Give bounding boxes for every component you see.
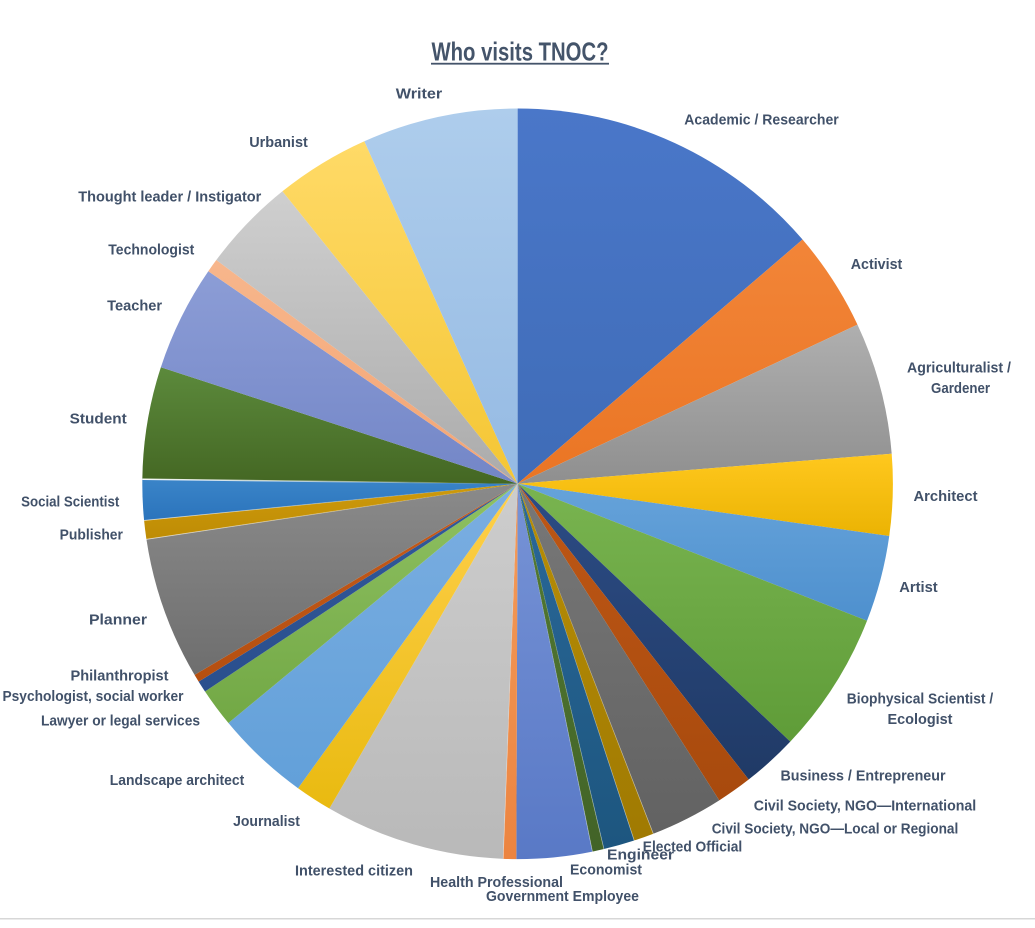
svg-text:Engineer: Engineer (607, 847, 674, 864)
svg-text:Interested citizen: Interested citizen (295, 863, 413, 880)
svg-text:Social Scientist: Social Scientist (21, 493, 119, 510)
svg-text:Urbanist: Urbanist (249, 134, 308, 151)
svg-text:Writer: Writer (396, 85, 443, 102)
svg-text:Landscape architect: Landscape architect (110, 772, 245, 789)
svg-text:Health Professional: Health Professional (430, 874, 563, 891)
svg-text:Government Employee: Government Employee (486, 888, 639, 905)
svg-text:Journalist: Journalist (233, 813, 300, 830)
svg-text:Activist: Activist (851, 256, 903, 273)
svg-text:Biophysical Scientist /: Biophysical Scientist / (847, 691, 994, 708)
svg-text:Thought leader / Instigator: Thought leader / Instigator (78, 189, 261, 206)
svg-text:Planner: Planner (89, 612, 147, 629)
svg-text:Business / Entrepreneur: Business / Entrepreneur (781, 768, 946, 785)
svg-text:Civil Society, NGO—Local or Re: Civil Society, NGO—Local or Regional (712, 821, 959, 838)
svg-text:Who visits TNOC?: Who visits TNOC? (432, 37, 609, 67)
svg-text:Economist: Economist (570, 862, 642, 879)
svg-text:Agriculturalist /: Agriculturalist / (907, 360, 1012, 377)
svg-text:Civil Society, NGO—Internation: Civil Society, NGO—International (754, 798, 977, 815)
svg-text:Lawyer or legal services: Lawyer or legal services (41, 713, 200, 730)
svg-text:Technologist: Technologist (108, 242, 194, 259)
svg-text:Philanthropist: Philanthropist (71, 668, 169, 685)
svg-text:Gardener: Gardener (931, 380, 990, 397)
svg-text:Ecologist: Ecologist (888, 711, 953, 728)
svg-text:Publisher: Publisher (60, 527, 123, 544)
svg-text:Teacher: Teacher (107, 298, 162, 315)
svg-text:Architect: Architect (914, 488, 978, 505)
svg-text:Student: Student (70, 411, 127, 428)
svg-text:Artist: Artist (899, 579, 937, 596)
svg-text:Academic / Researcher: Academic / Researcher (684, 112, 839, 129)
svg-text:Psychologist, social worker: Psychologist, social worker (3, 688, 184, 705)
svg-text:Elected Official: Elected Official (643, 839, 742, 856)
